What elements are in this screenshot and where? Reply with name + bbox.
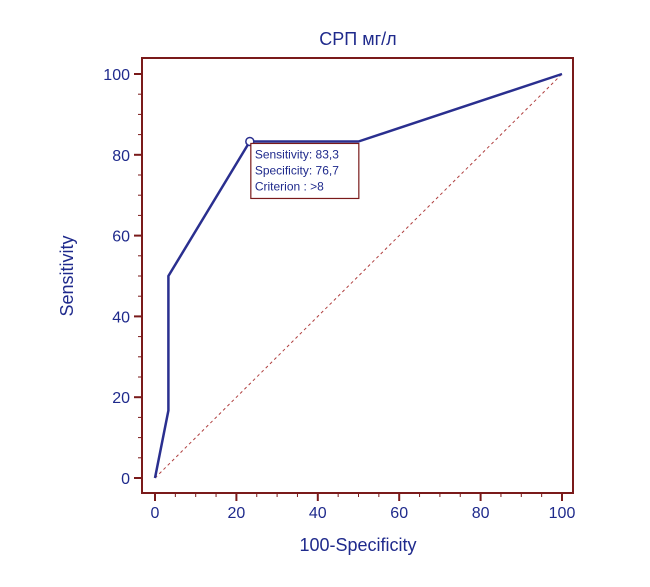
roc-curve-line: [153, 72, 563, 479]
annotation-line: Specificity: 76,7: [255, 163, 339, 177]
annotation-box: [250, 142, 360, 200]
y-tick-label: 80: [112, 148, 130, 165]
x-tick-label: 60: [390, 505, 408, 522]
x-tick-label: 20: [228, 505, 246, 522]
y-tick-label: 20: [112, 390, 130, 407]
y-tick-label: 60: [112, 229, 130, 246]
plot-frame: [141, 57, 574, 494]
x-tick-label: 0: [151, 505, 160, 522]
annotation-line: Sensitivity: 83,3: [255, 147, 339, 161]
reference-line: [154, 73, 563, 479]
y-tick-label: 40: [112, 309, 130, 326]
x-axis-label: 100-Specificity: [299, 535, 416, 555]
x-tick-label: 80: [472, 505, 490, 522]
annotation-line: Criterion : >8: [255, 179, 324, 193]
y-tick-label: 100: [103, 67, 130, 84]
y-tick-label: 0: [121, 471, 130, 488]
plot-area: 0 20 40 60 80 100 0 20 40 60 80 100 Sensitivity: 83,…: [103, 57, 576, 522]
y-axis-label: Sensitivity: [57, 235, 77, 316]
chart-title: СРП мг/л: [319, 29, 396, 49]
x-tick-label: 40: [309, 505, 327, 522]
x-tick-label: 100: [549, 505, 576, 522]
